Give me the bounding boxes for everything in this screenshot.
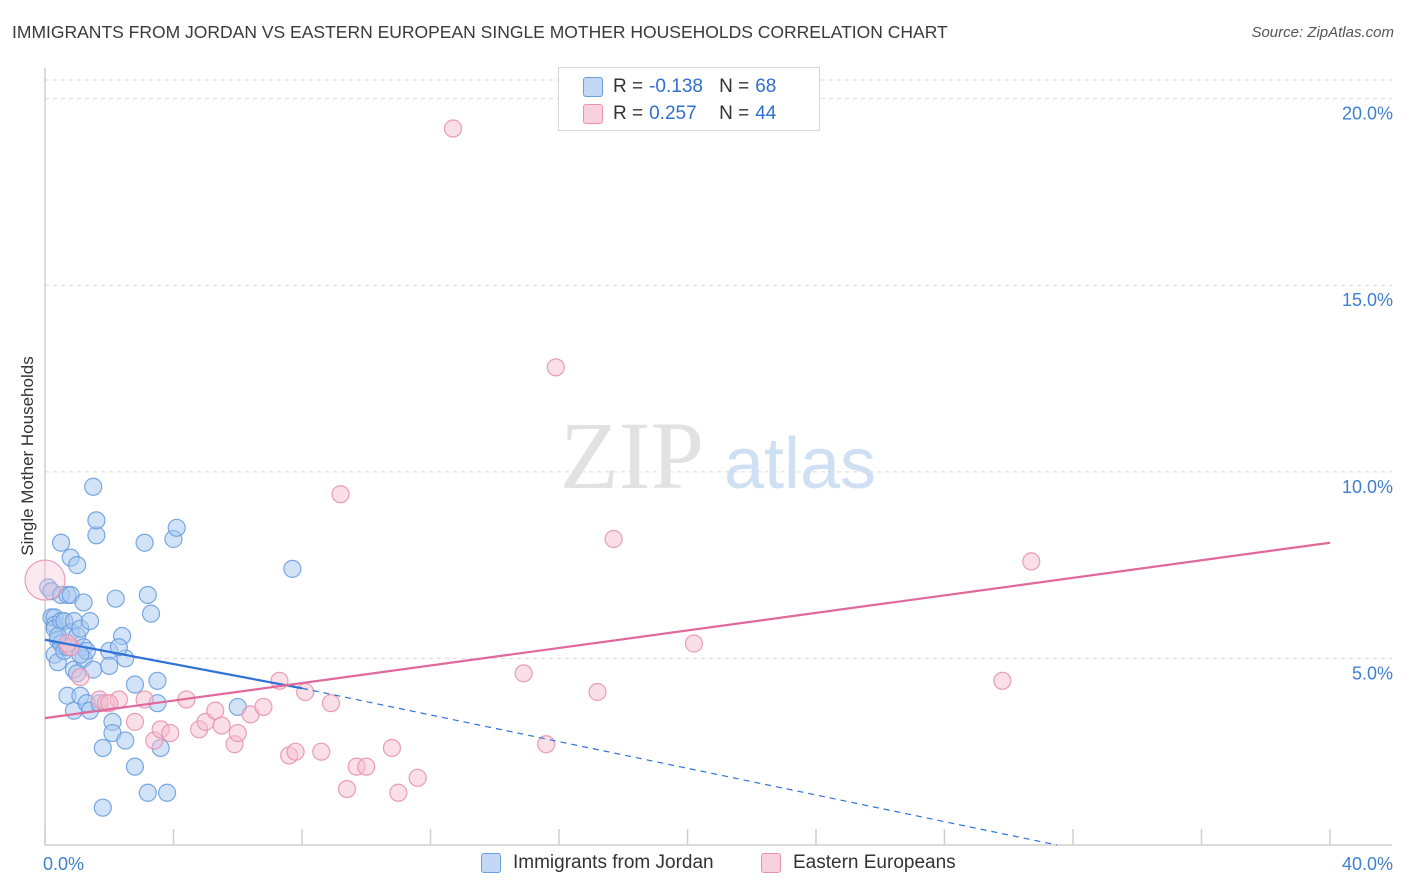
legend-label: Eastern Europeans [793,852,956,873]
tick-labels: 5.0% 10.0% 15.0% 20.0% 0.0% 40.0% [43,104,1393,874]
eastern-point [389,783,408,802]
jordan-point [74,593,93,612]
legend-n-value: 44 [755,103,777,124]
jordan-point [157,783,177,802]
legend-item-eastern[interactable]: Eastern Europeans [761,852,956,874]
eastern-point [312,742,331,761]
x-tick-label: 40.0% [1342,854,1393,874]
jordan-point [148,671,167,690]
trend-lines [44,541,1331,846]
eastern-point [443,119,463,138]
watermark: ZIP atlas [560,402,876,509]
jordan-point [93,798,112,817]
eastern-point [337,779,357,799]
gridlines [45,79,1392,659]
jordan-point [125,757,145,776]
y-tick-label: 10.0% [1342,477,1393,497]
eastern-point [588,682,607,702]
legend-n-label: N = [719,103,750,124]
eastern-point [514,664,533,683]
eastern-point [286,742,305,761]
eastern-point [71,667,90,687]
eastern-point [604,529,623,549]
jordan-point [80,611,100,631]
eastern-point [382,738,402,758]
correlation-legend: R = -0.138 N = 68 R = 0.257 N = 44 [558,67,820,131]
jordan-trend-extension [301,687,1058,846]
legend-r-value: 0.257 [649,103,697,124]
legend-r-value: -0.138 [649,76,703,97]
jordan-point [135,533,154,552]
chart-title: IMMIGRANTS FROM JORDAN VS EASTERN EUROPE… [12,22,948,42]
jordan-point [116,731,135,750]
legend-n-value: 68 [755,76,777,97]
jordan-point [100,656,119,675]
y-tick-label: 20.0% [1342,104,1393,124]
jordan-point [68,556,87,575]
eastern-point [684,634,704,653]
legend-swatch-blue [583,77,603,97]
watermark-atlas: atlas [724,424,876,504]
eastern-point [100,694,119,713]
y-axis-label: Single Mother Households [18,356,37,555]
legend-item-jordan[interactable]: Immigrants from Jordan [481,852,714,874]
eastern-point [321,694,341,713]
jordan-point [106,589,125,608]
jordan-point [109,638,128,657]
y-tick-label: 15.0% [1342,290,1393,310]
watermark-zip: ZIP [560,402,704,509]
axes [44,68,1392,846]
eastern-point [331,485,350,504]
eastern-point [125,712,145,731]
legend-row-jordan: R = -0.138 N = 68 [583,75,776,99]
eastern-point [408,768,427,787]
legend-r-label: R = [613,76,644,97]
legend-r-label: R = [613,103,644,124]
y-tick-label: 5.0% [1352,663,1393,683]
series-legend: Immigrants from Jordan Eastern Europeans [0,852,1406,878]
jordan-point [138,585,157,605]
jordan-point [141,604,161,623]
eastern-point [212,716,231,735]
jordan-trend-line [44,638,303,690]
legend-swatch-pink [583,104,603,124]
legend-swatch-pink [761,853,781,873]
eastern-trend-line [44,541,1331,720]
eastern-point [546,358,565,377]
legend-label: Immigrants from Jordan [513,852,714,873]
jordan-point [87,511,106,530]
eastern-point [993,671,1012,690]
eastern-point [357,757,376,776]
x-tick-label: 0.0% [43,854,84,874]
eastern-point [296,682,315,702]
eastern-point [254,697,273,717]
legend-n-label: N = [719,76,750,97]
jordan-point [138,783,157,802]
eastern-point [228,723,247,743]
jordan-point [125,675,145,694]
eastern-point [161,723,180,743]
jordan-point [84,477,103,496]
jordan-point [93,738,112,758]
jordan-point [51,533,71,552]
eastern-point [24,559,66,601]
data-points [24,119,1041,817]
eastern-point [1022,552,1041,571]
source-credit: Source: ZipAtlas.com [1251,24,1394,41]
legend-swatch-blue [481,853,501,873]
legend-row-eastern: R = 0.257 N = 44 [583,102,776,126]
jordan-point [283,559,302,578]
jordan-point [167,518,186,537]
